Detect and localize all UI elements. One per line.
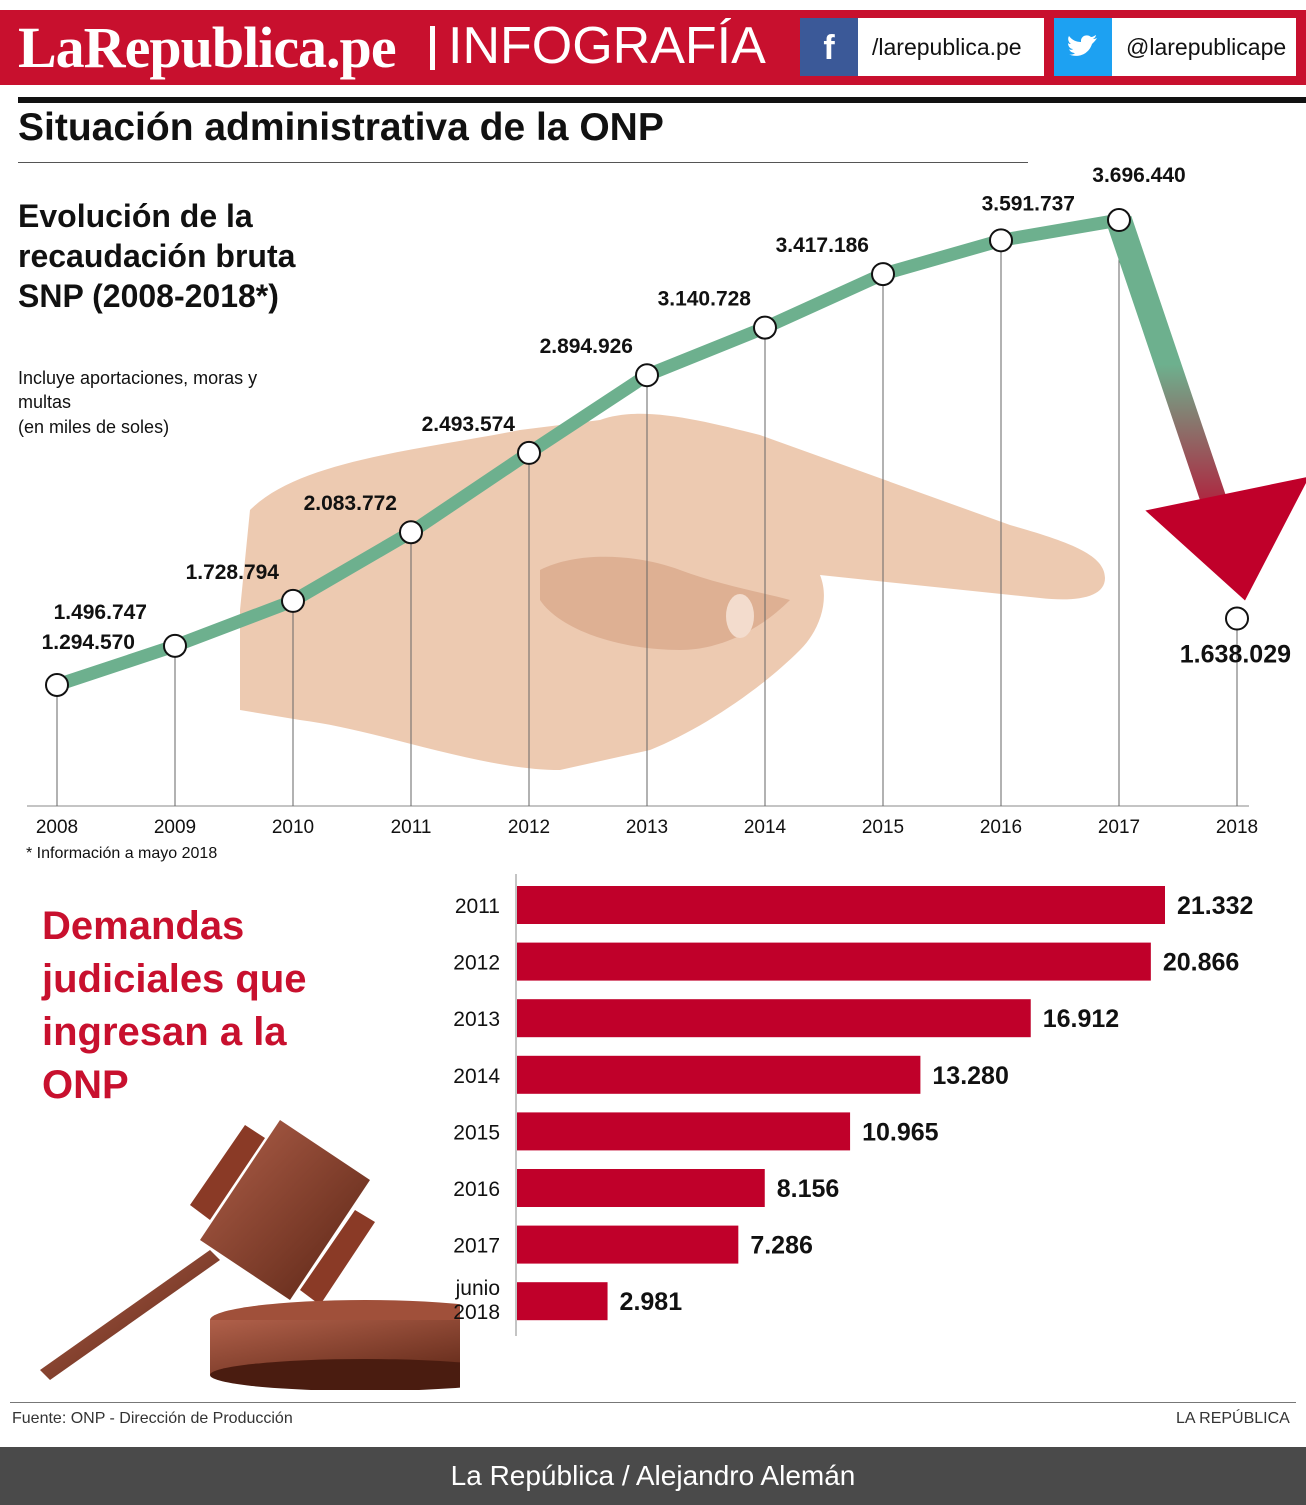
x-tick-2012: 2012 <box>508 817 550 838</box>
footer-rule <box>10 1402 1296 1403</box>
bar-3 <box>517 1055 921 1094</box>
svg-text:f: f <box>823 29 835 67</box>
title-rule-top <box>18 97 1306 103</box>
x-tick-labels: 2008 2009 2010 2011 2012 2013 2014 2015 2016 2017… <box>36 817 1258 838</box>
line-chart-unit: (en miles de soles) <box>18 417 170 437</box>
data-point-2016 <box>989 228 1013 253</box>
x-tick-2015: 2015 <box>862 817 904 838</box>
bar-category-7: junio 2018 <box>453 1277 500 1324</box>
series-line-falling <box>1106 215 1240 545</box>
data-labels: 1.294.570 1.496.747 1.728.794 2.083.772 2.49… <box>42 164 1291 668</box>
facebook-icon[interactable]: f <box>800 18 858 76</box>
x-tick-2010: 2010 <box>272 817 314 838</box>
data-label-2013: 2.894.926 <box>540 335 633 358</box>
credit-bar <box>0 1447 1306 1505</box>
bar-value-2: 16.912 <box>1043 1005 1119 1033</box>
publisher-name: LA REPÚBLICA <box>1176 1410 1290 1427</box>
bar-6 <box>517 1225 739 1264</box>
x-tick-2009: 2009 <box>154 817 196 838</box>
brand-logo[interactable]: LaRepublica.pe <box>18 15 397 80</box>
data-label-2008: 1.294.570 <box>42 631 135 654</box>
bar-rows: 2011 21.332 2012 20.866 2013 16.912 2014 13.280… <box>453 886 1253 1324</box>
x-tick-2013: 2013 <box>626 817 668 838</box>
facebook-handle[interactable]: /larepublica.pe <box>858 18 1044 76</box>
page-title: Situación administrativa de la ONP <box>18 106 664 149</box>
bar-value-5: 8.156 <box>777 1175 840 1203</box>
line-chart: 1.294.570 1.496.747 1.728.794 2.083.772 2.49… <box>27 164 1306 838</box>
data-label-2018: 1.638.029 <box>1180 640 1291 668</box>
bar-value-3: 13.280 <box>932 1062 1008 1090</box>
data-point-2017 <box>1107 208 1131 233</box>
x-tick-2014: 2014 <box>744 817 787 838</box>
data-label-2012: 2.493.574 <box>422 413 516 436</box>
bar-category-4: 2015 <box>453 1121 500 1144</box>
bar-value-1: 20.866 <box>1163 949 1239 977</box>
drop-lines <box>56 220 1238 806</box>
bar-category-3: 2014 <box>453 1065 500 1088</box>
hand-illustration <box>240 413 1105 770</box>
data-point-2013 <box>635 363 659 388</box>
bar-4 <box>517 1112 851 1151</box>
data-point-2018 <box>1225 606 1249 631</box>
credit-text: La República / Alejandro Alemán <box>450 1460 856 1491</box>
bar-chart-title: Demandas judiciales que ingresan a la ON… <box>42 904 307 1107</box>
source-note: Fuente: ONP - Dirección de Producción <box>12 1410 293 1427</box>
bar-5 <box>517 1169 765 1207</box>
data-point-2008 <box>45 672 69 697</box>
twitter-handle[interactable]: @larepublicape <box>1112 18 1296 76</box>
bar-7 <box>517 1282 608 1321</box>
bar-2 <box>517 999 1031 1038</box>
down-arrow <box>1106 215 1306 601</box>
bar-category-0: 2011 <box>455 895 500 918</box>
line-chart-subtitle: Incluye aportaciones, moras y multas <box>18 368 258 412</box>
x-tick-2018: 2018 <box>1216 817 1258 838</box>
data-point-2012 <box>517 440 541 465</box>
bar-value-0: 21.332 <box>1177 892 1253 920</box>
x-tick-2008: 2008 <box>36 817 78 838</box>
bar-value-6: 7.286 <box>750 1232 813 1260</box>
data-label-2016: 3.591.737 <box>982 192 1075 215</box>
series-line-rising <box>54 213 1121 692</box>
bar-value-4: 10.965 <box>862 1118 939 1146</box>
bar-1 <box>517 942 1151 981</box>
line-chart-title: Evolución de la recaudación bruta SNP (2… <box>18 198 296 314</box>
bar-category-6: 2017 <box>453 1235 500 1258</box>
data-label-2010: 1.728.794 <box>186 561 280 584</box>
section-label: INFOGRAFÍA <box>448 17 766 75</box>
gavel-illustration <box>40 1120 460 1390</box>
brand-separator <box>430 26 435 70</box>
arrowhead <box>1145 477 1306 601</box>
data-point-2015 <box>871 262 895 287</box>
data-label-2009: 1.496.747 <box>54 601 147 624</box>
bar-category-1: 2012 <box>453 952 500 975</box>
twitter-icon[interactable] <box>1054 18 1112 76</box>
bar-category-5: 2016 <box>453 1178 500 1201</box>
bar-0 <box>517 886 1165 924</box>
series-line <box>54 213 1121 692</box>
data-label-2015: 3.417.186 <box>776 234 869 257</box>
data-points <box>45 208 1249 697</box>
title-rule-bottom <box>18 162 1028 163</box>
data-point-2011 <box>399 520 423 545</box>
data-point-2014 <box>753 315 777 340</box>
data-point-2010 <box>281 588 305 613</box>
x-tick-2017: 2017 <box>1098 817 1140 838</box>
data-point-2009 <box>163 633 187 658</box>
bar-category-2: 2013 <box>453 1008 500 1031</box>
footnote: * Información a mayo 2018 <box>26 845 218 862</box>
bar-value-7: 2.981 <box>620 1288 683 1316</box>
data-label-2017: 3.696.440 <box>1092 164 1185 187</box>
x-tick-2016: 2016 <box>980 817 1022 838</box>
x-tick-2011: 2011 <box>391 817 432 838</box>
data-label-2011: 2.083.772 <box>304 492 397 515</box>
bar-chart: 2011 21.332 2012 20.866 2013 16.912 2014 13.280… <box>453 874 1253 1336</box>
data-label-2014: 3.140.728 <box>658 288 752 311</box>
